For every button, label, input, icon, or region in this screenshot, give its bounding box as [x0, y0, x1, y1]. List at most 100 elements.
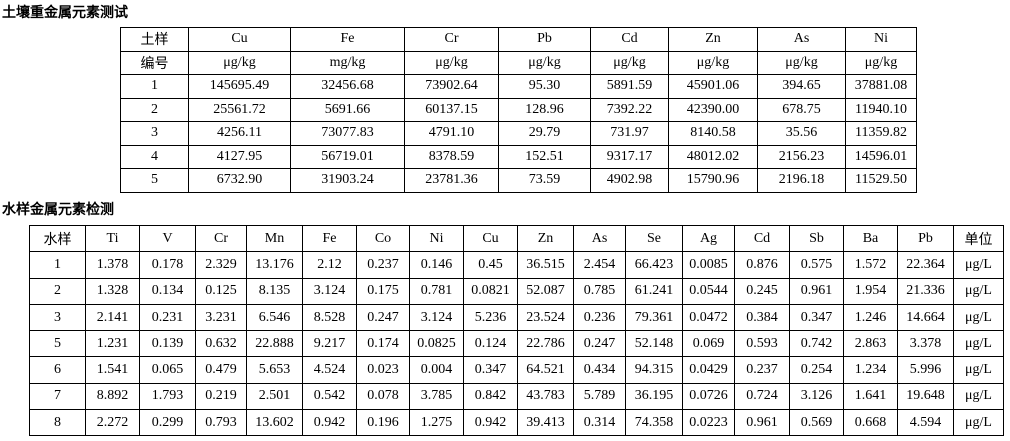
table-row: 5 6732.90 31903.24 23781.36 73.59 4902.98 1579…	[120, 168, 917, 193]
table-cell: 0.668	[843, 409, 898, 437]
table-cell: 0.178	[139, 251, 196, 279]
table-cell: μg/kg	[757, 50, 846, 75]
header-cell: Co	[356, 224, 410, 253]
table-cell: 2.141	[85, 303, 140, 332]
table-cell: 8140.58	[668, 121, 758, 146]
table-cell: 15790.96	[668, 168, 758, 193]
table-cell: 3.124	[409, 303, 464, 332]
header-cell: V	[139, 224, 196, 253]
table-cell: 52.148	[625, 330, 683, 358]
table-cell: μg/kg	[188, 50, 291, 75]
table-cell: 9317.17	[590, 144, 669, 169]
table-cell: 0.793	[195, 409, 247, 437]
table-cell: μg/L	[953, 277, 1004, 305]
table-cell: μg/kg	[845, 50, 917, 75]
soil-title: 土壤重金属元素测试	[2, 5, 128, 21]
table-row: 1 1.378 0.178 2.329 13.176 2.12 0.237 0.146 0.45…	[29, 251, 1004, 279]
table-cell: 0.0223	[682, 409, 735, 437]
table-cell: 31903.24	[290, 168, 405, 193]
table-cell: 0.961	[789, 277, 844, 305]
table-cell: 编号	[120, 50, 189, 75]
table-cell: 1.275	[409, 409, 464, 437]
table-cell: 1.234	[843, 356, 898, 384]
table-cell: μg/L	[953, 356, 1004, 384]
table-cell: 0.247	[573, 330, 626, 358]
table-cell: 0.876	[734, 251, 790, 279]
table-cell: 0.299	[139, 409, 196, 437]
table-cell: 39.413	[517, 409, 574, 437]
table-cell: 0.781	[409, 277, 464, 305]
header-cell: Cr	[404, 27, 499, 52]
table-cell: 4	[120, 144, 189, 169]
header-cell: 水样	[29, 224, 86, 253]
table-cell: 13.176	[246, 251, 303, 279]
table-cell: 79.361	[625, 303, 683, 332]
table-cell: 36.195	[625, 382, 683, 411]
table-cell: 0.254	[789, 356, 844, 384]
header-cell: Zn	[517, 224, 574, 253]
header-cell: Ag	[682, 224, 735, 253]
table-cell: 4902.98	[590, 168, 669, 193]
table-cell: 2156.23	[757, 144, 846, 169]
table-cell: 4.524	[302, 356, 357, 384]
table-cell: 0.247	[356, 303, 410, 332]
table-cell: 394.65	[757, 74, 846, 99]
table-row: 编号 μg/kg mg/kg μg/kg μg/kg μg/kg μg/kg μg/kg μg/…	[120, 50, 917, 75]
table-row: 4 4127.95 56719.01 8378.59 152.51 9317.17 4801…	[120, 144, 917, 169]
table-cell: 5	[120, 168, 189, 193]
table-cell: 0.237	[734, 356, 790, 384]
table-cell: 1.541	[85, 356, 140, 384]
header-cell: 土样	[120, 27, 189, 52]
table-cell: 56719.01	[290, 144, 405, 169]
header-cell: Cu	[188, 27, 291, 52]
table-cell: 5.789	[573, 382, 626, 411]
table-row: 7 8.892 1.793 0.219 2.501 0.542 0.078 3.785 0.84…	[29, 382, 1004, 411]
header-cell: Ni	[409, 224, 464, 253]
table-cell: 1	[120, 74, 189, 99]
table-row: 3 2.141 0.231 3.231 6.546 8.528 0.247 3.124 5.23…	[29, 303, 1004, 332]
header-cell: Zn	[668, 27, 758, 52]
table-cell: 0.0472	[682, 303, 735, 332]
table-cell: 73077.83	[290, 121, 405, 146]
table-cell: 43.783	[517, 382, 574, 411]
header-cell: Cu	[463, 224, 518, 253]
table-row: 2 1.328 0.134 0.125 8.135 3.124 0.175 0.781 0.08…	[29, 277, 1004, 305]
table-cell: 1.378	[85, 251, 140, 279]
table-cell: 3.126	[789, 382, 844, 411]
table-cell: 0.231	[139, 303, 196, 332]
table-cell: 13.602	[246, 409, 303, 437]
water-title: 水样金属元素检测	[2, 202, 114, 218]
table-cell: 94.315	[625, 356, 683, 384]
table-cell: 152.51	[498, 144, 591, 169]
table-cell: 19.648	[897, 382, 954, 411]
header-cell: Fe	[302, 224, 357, 253]
table-cell: 52.087	[517, 277, 574, 305]
table-row: 3 4256.11 73077.83 4791.10 29.79 731.97 8140.5…	[120, 121, 917, 146]
table-cell: 73.59	[498, 168, 591, 193]
table-cell: 0.384	[734, 303, 790, 332]
table-cell: 21.336	[897, 277, 954, 305]
table-row: 1 145695.49 32456.68 73902.64 95.30 5891.59 45…	[120, 74, 917, 99]
table-cell: 0.569	[789, 409, 844, 437]
table-cell: 3.231	[195, 303, 247, 332]
table-cell: 145695.49	[188, 74, 291, 99]
table-cell: 6	[29, 356, 86, 384]
table-cell: 0.45	[463, 251, 518, 279]
table-cell: 1.954	[843, 277, 898, 305]
table-cell: 37881.08	[845, 74, 917, 99]
table-cell: 3.378	[897, 330, 954, 358]
table-cell: 0.593	[734, 330, 790, 358]
table-cell: μg/kg	[498, 50, 591, 75]
table-cell: 29.79	[498, 121, 591, 146]
table-cell: 0.347	[789, 303, 844, 332]
table-cell: 0.236	[573, 303, 626, 332]
header-cell: Pb	[498, 27, 591, 52]
table-cell: 1.572	[843, 251, 898, 279]
table-cell: 2.454	[573, 251, 626, 279]
table-cell: 4127.95	[188, 144, 291, 169]
table-cell: 0.023	[356, 356, 410, 384]
table-cell: 0.124	[463, 330, 518, 358]
table-cell: 5891.59	[590, 74, 669, 99]
table-cell: 0.842	[463, 382, 518, 411]
